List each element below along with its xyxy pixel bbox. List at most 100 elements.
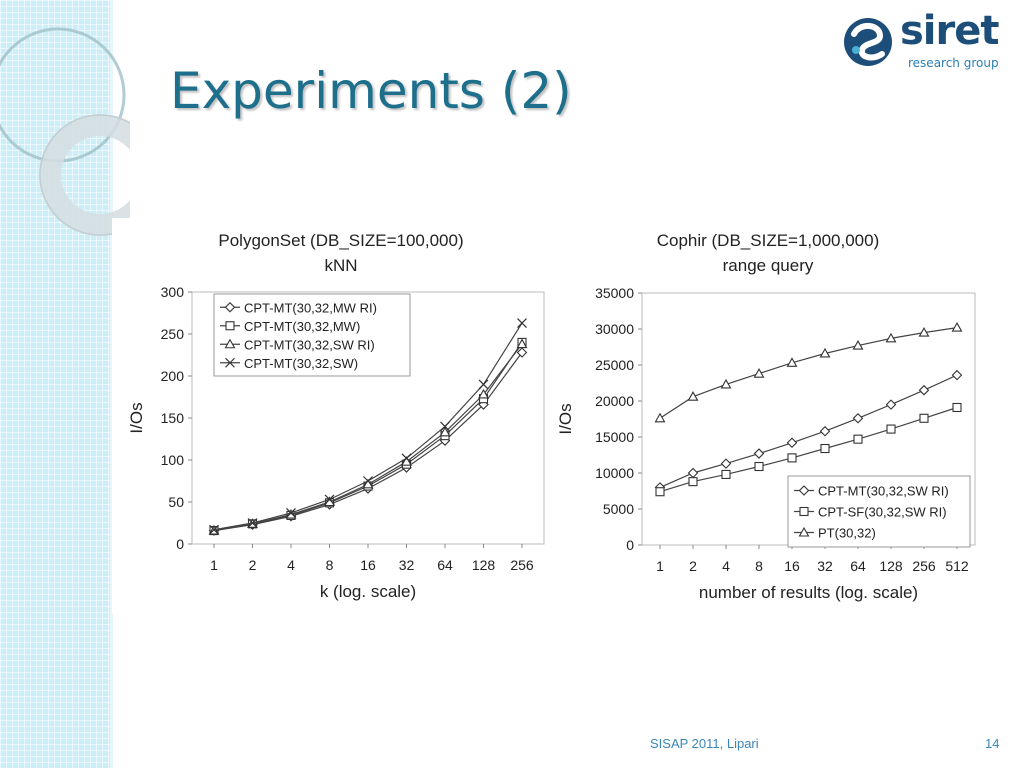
siret-logo: siret research group: [842, 8, 1012, 76]
y-tick-label: 200: [161, 368, 185, 384]
data-point-series-4: [324, 494, 335, 505]
data-point-series-1: [918, 384, 930, 396]
data-point-series-1: [753, 448, 765, 459]
data-point-series-2: [820, 443, 830, 454]
data-point-series-3: [720, 378, 732, 389]
x-axis-label: number of results (log. scale): [699, 583, 918, 602]
legend-marker: [225, 357, 235, 368]
x-tick-label: 256: [510, 557, 534, 573]
x-tick-label: 1: [656, 558, 664, 574]
x-tick-label: 256: [912, 558, 936, 574]
chart-subtitle: kNN: [324, 256, 357, 275]
y-tick-label: 250: [161, 326, 185, 342]
legend-marker: [224, 301, 236, 313]
data-point-series-3: [478, 388, 489, 399]
data-point-series-4: [286, 507, 296, 518]
data-point-series-2: [721, 469, 731, 479]
data-point-series-2: [886, 424, 896, 434]
data-point-series-1: [516, 347, 528, 358]
logo-wordmark: siret: [900, 8, 999, 54]
legend-label: CPT-MT(30,32,SW RI): [244, 337, 375, 352]
legend-box: [787, 475, 971, 548]
chart-subtitle: range query: [723, 256, 814, 275]
y-axis-label: I/Os: [127, 402, 146, 433]
data-point-series-3: [439, 426, 451, 437]
data-point-series-3: [852, 339, 864, 350]
data-point-series-3: [753, 368, 765, 378]
legend-label: PT(30,32): [818, 526, 876, 541]
data-point-series-1: [720, 458, 732, 469]
data-point-series-1: [786, 437, 798, 449]
x-tick-label: 16: [360, 557, 376, 573]
y-tick-label: 0: [176, 536, 184, 552]
data-point-series-2: [952, 402, 962, 413]
x-tick-label: 8: [755, 558, 763, 574]
legend-label: CPT-MT(30,32,MW): [244, 319, 360, 334]
data-point-series-3: [654, 412, 666, 423]
series-line-1: [659, 374, 958, 488]
chart-polygonset-svg: PolygonSet (DB_SIZE=100,000) kNN 0 50 100 150…: [127, 231, 545, 601]
data-point-series-2: [919, 413, 929, 423]
x-tick-label: 2: [689, 558, 697, 574]
series-line-3: [659, 327, 958, 419]
siret-swirl-icon: [844, 18, 892, 66]
x-tick-label: 32: [399, 557, 415, 573]
data-point-series-4: [440, 421, 450, 432]
x-tick-label: 2: [249, 557, 257, 573]
x-axis-label: k (log. scale): [320, 582, 416, 601]
data-point-series-2: [754, 461, 764, 472]
legend-marker: [798, 526, 810, 537]
x-tick-label: 8: [326, 557, 334, 573]
legend-label: CPT-MT(30,32,SW RI): [818, 484, 949, 499]
data-point-series-4: [401, 453, 412, 464]
legend-marker: [798, 485, 810, 496]
y-tick-label: 100: [161, 452, 185, 468]
data-point-series-2: [655, 487, 665, 497]
data-point-series-4: [478, 379, 489, 390]
x-tick-label: 1: [210, 557, 218, 573]
legend-label: CPT-MT(30,32,MW RI): [244, 300, 377, 315]
x-tick-label: 4: [287, 557, 295, 573]
data-point-series-2: [853, 434, 863, 444]
legend-label: CPT-MT(30,32,SW): [244, 356, 358, 371]
data-point-series-3: [885, 332, 897, 343]
series-line-2: [659, 406, 958, 493]
data-point-series-4: [209, 524, 219, 535]
slide-title: Experiments (2): [170, 62, 572, 120]
data-point-series-3: [918, 326, 930, 337]
data-point-series-3: [687, 391, 699, 401]
legend-marker: [225, 321, 235, 331]
data-point-series-4: [517, 318, 527, 329]
y-tick-label: 10000: [595, 465, 634, 481]
chart-cophir: Cophir (DB_SIZE=1,000,000) range query 0 50…: [552, 218, 986, 614]
y-tick-label: 150: [161, 410, 185, 426]
y-tick-label: 20000: [595, 393, 634, 409]
y-tick-label: 35000: [595, 285, 634, 301]
x-tick-label: 512: [945, 558, 969, 574]
chart-polygonset: PolygonSet (DB_SIZE=100,000) kNN 0 50 100 150…: [112, 218, 552, 614]
data-point-series-1: [885, 399, 897, 410]
data-point-series-3: [951, 321, 963, 332]
logo-subtitle: research group: [908, 56, 999, 70]
x-tick-label: 16: [784, 558, 800, 574]
x-tick-label: 64: [437, 557, 453, 573]
x-tick-label: 64: [850, 558, 866, 574]
y-tick-label: 5000: [603, 501, 634, 517]
footer-page-number: 14: [985, 736, 1000, 751]
y-axis-label: I/Os: [556, 403, 575, 434]
data-point-series-4: [247, 518, 258, 528]
x-tick-label: 32: [817, 558, 833, 574]
y-tick-label: 300: [161, 284, 185, 300]
footer-conference: SISAP 2011, Lipari: [650, 736, 759, 751]
legend-box: [213, 293, 411, 377]
data-point-series-2: [787, 453, 797, 463]
x-tick-label: 4: [722, 558, 730, 574]
data-point-series-4: [363, 476, 373, 486]
y-tick-label: 0: [626, 537, 634, 553]
y-tick-label: 50: [168, 494, 184, 510]
decorative-rings: [0, 27, 130, 236]
y-tick-label: 15000: [595, 429, 634, 445]
x-tick-label: 128: [472, 557, 496, 573]
legend-label: CPT-SF(30,32,SW RI): [818, 505, 947, 520]
chart-cophir-svg: Cophir (DB_SIZE=1,000,000)range query 0 50…: [556, 231, 976, 602]
